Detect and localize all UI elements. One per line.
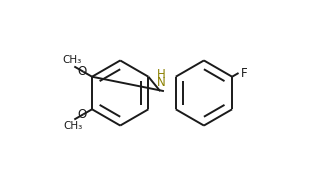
Text: F: F xyxy=(241,67,247,79)
Text: CH₃: CH₃ xyxy=(63,55,82,65)
Text: CH₃: CH₃ xyxy=(64,121,83,131)
Text: N: N xyxy=(157,76,166,89)
Text: H: H xyxy=(157,68,166,81)
Text: O: O xyxy=(78,65,87,78)
Text: O: O xyxy=(78,108,87,121)
